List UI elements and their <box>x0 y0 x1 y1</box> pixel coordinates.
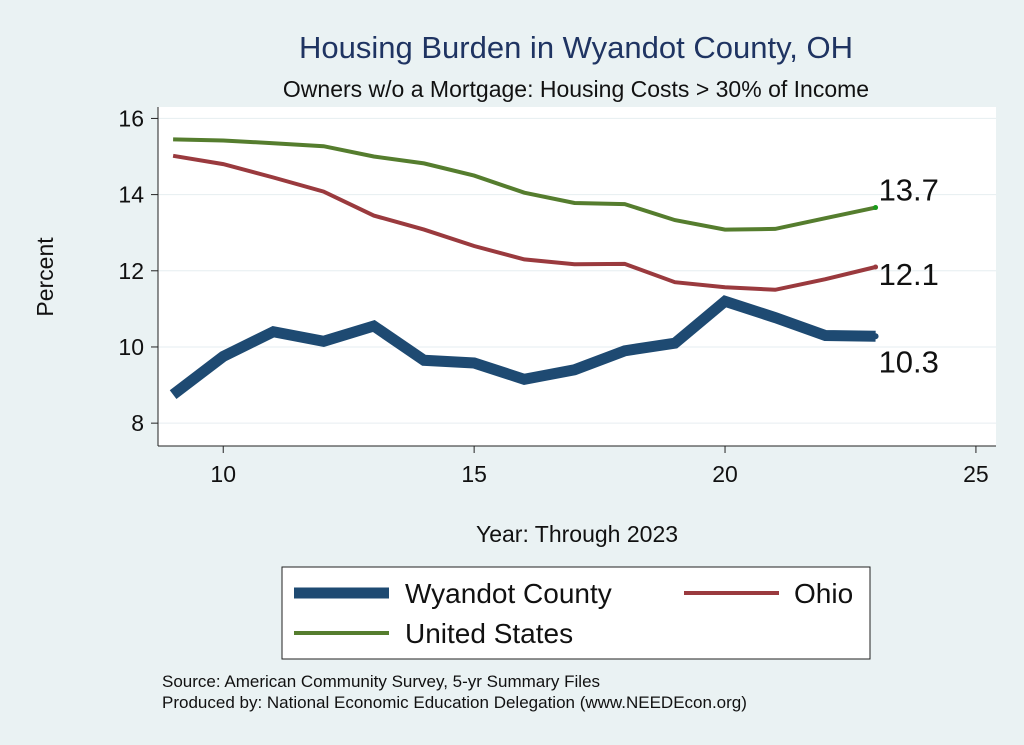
x-axis-label: Year: Through 2023 <box>476 521 678 547</box>
series-group <box>169 137 879 399</box>
chart-title: Housing Burden in Wyandot County, OH <box>299 30 853 65</box>
end-label-united-states: 13.7 <box>879 173 939 208</box>
y-tick-label-16: 16 <box>118 105 144 131</box>
x-tick-label-15: 15 <box>461 461 487 487</box>
legend-box <box>281 566 871 660</box>
legend-label-us: United States <box>405 618 573 649</box>
x-tick-label-10: 10 <box>210 461 236 487</box>
x-axis-ticks: 10 15 20 25 <box>210 446 989 487</box>
plot-area <box>158 107 996 446</box>
x-tick-label-25: 25 <box>963 461 989 487</box>
y-axis-label: Percent <box>32 237 58 317</box>
series-end-point-wyandot-county <box>872 333 879 340</box>
end-labels: 10.3 12.1 13.7 <box>879 173 939 380</box>
series-end-point-united-states <box>873 205 879 211</box>
x-tick-label-20: 20 <box>712 461 738 487</box>
end-label-ohio: 12.1 <box>879 257 939 292</box>
chart-subtitle: Owners w/o a Mortgage: Housing Costs > 3… <box>283 76 869 102</box>
y-tick-label-14: 14 <box>118 182 144 208</box>
y-axis-ticks: 8 10 12 14 16 <box>118 105 158 436</box>
legend: Wyandot County Ohio United States <box>281 566 871 660</box>
legend-label-wyandot: Wyandot County <box>405 578 612 609</box>
y-tick-label-8: 8 <box>131 410 144 436</box>
source-line-1: Source: American Community Survey, 5-yr … <box>162 672 600 691</box>
gridlines <box>158 117 996 424</box>
series-end-point-ohio <box>873 264 879 270</box>
series-line-ohio <box>172 153 877 292</box>
series-line-united-states <box>173 137 877 232</box>
series-line-wyandot-county <box>169 295 876 399</box>
y-tick-label-12: 12 <box>118 258 144 284</box>
end-label-wyandot-county: 10.3 <box>879 344 939 379</box>
y-tick-label-10: 10 <box>118 334 144 360</box>
source-line-2: Produced by: National Economic Education… <box>162 693 747 712</box>
legend-label-ohio: Ohio <box>794 578 853 609</box>
